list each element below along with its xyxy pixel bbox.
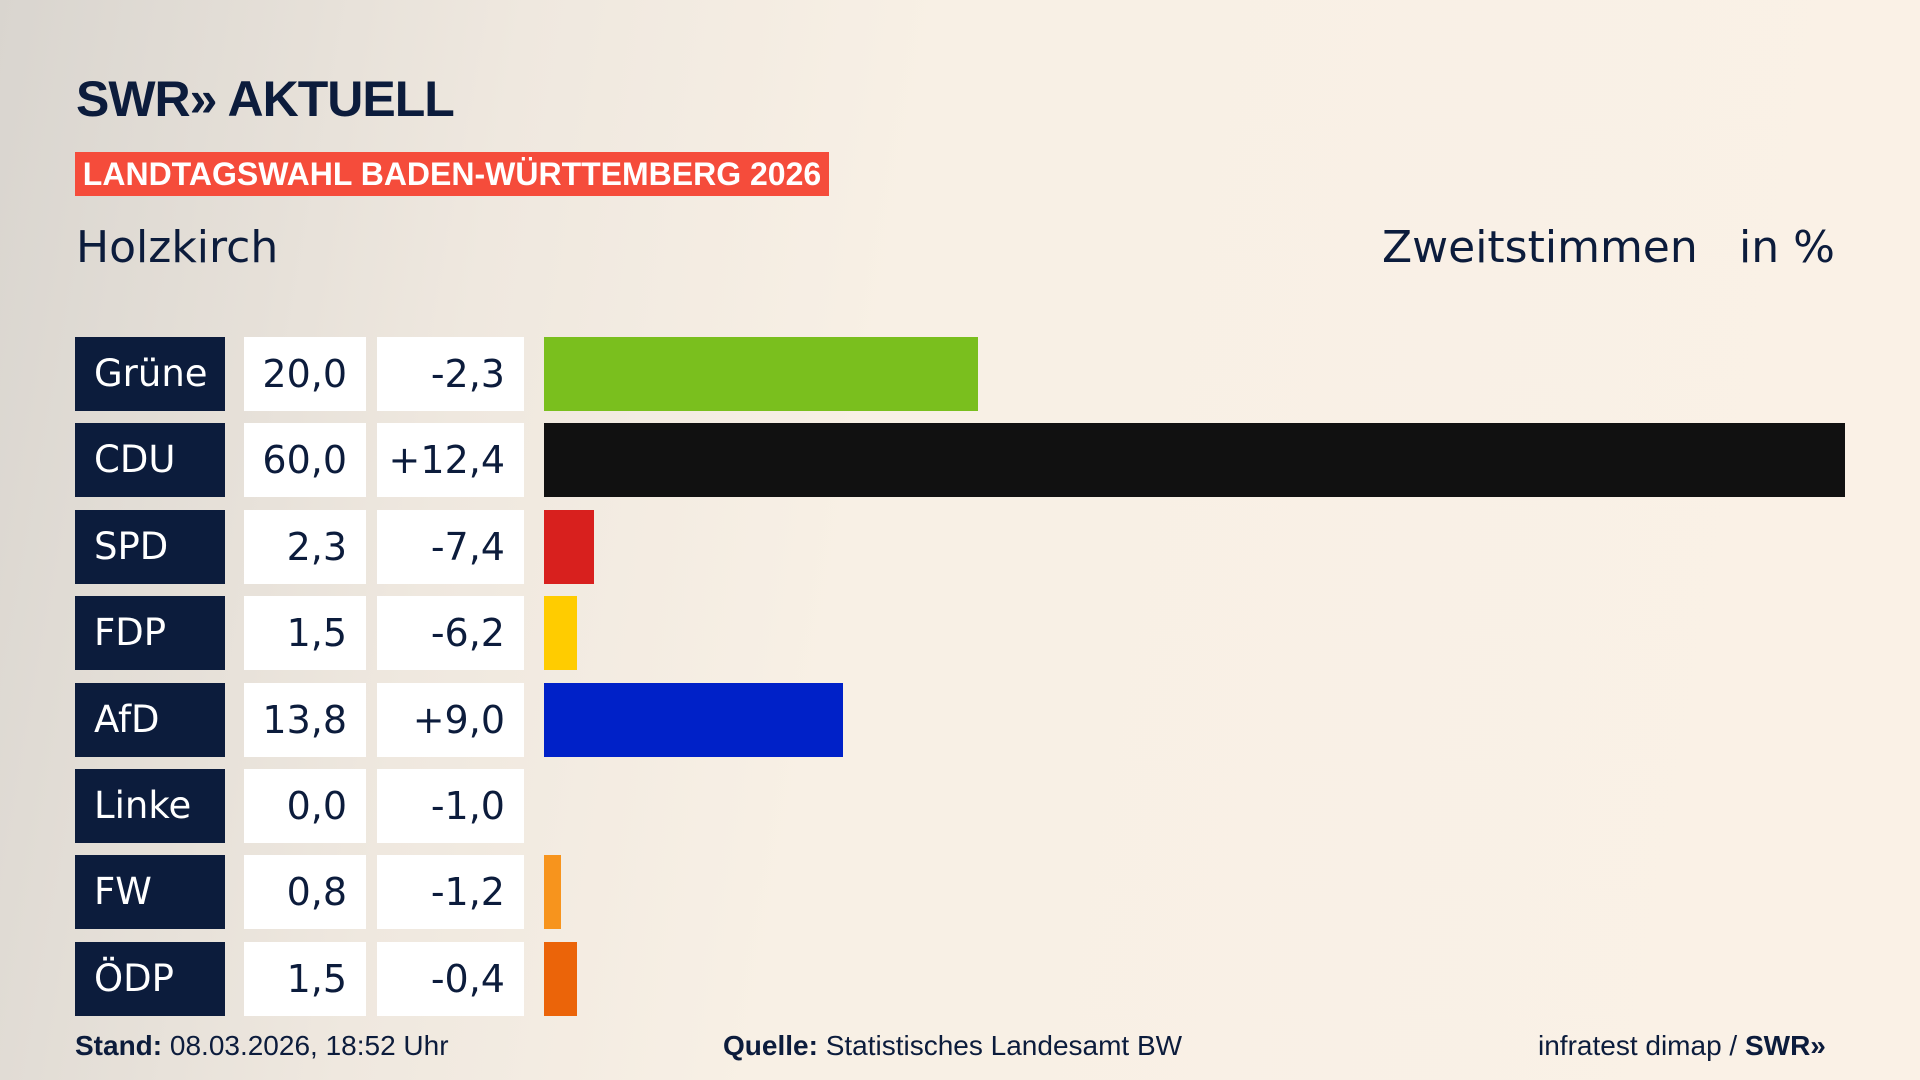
source-value: Statistisches Landesamt BW [825,1030,1183,1061]
vote-change: -1,0 [377,769,524,843]
unit-label: in % [1739,222,1835,273]
place-title: Holzkirch [76,222,279,273]
source: Quelle: Statistisches Landesamt BW [723,1030,1182,1062]
party-label: CDU [75,423,225,498]
vote-change: +9,0 [377,682,524,757]
source-label: Quelle: [723,1030,818,1061]
result-bar [544,509,594,584]
vote-change: -0,4 [377,941,524,1016]
credit-text: infratest dimap / [1538,1030,1745,1061]
vote-type-label: Zweitstimmen [1382,222,1698,273]
party-label: FDP [75,596,225,671]
result-bar [544,337,978,411]
swr-aktuell-logo: SWR» AKTUELL [76,71,455,127]
vote-share: 20,0 [244,337,366,411]
stand-value: 08.03.2026, 18:52 Uhr [169,1030,449,1061]
result-bar [544,682,844,757]
party-label: Grüne [75,337,225,411]
result-row: Linke 0,0 -1,0 [75,769,1855,843]
vote-share: 13,8 [244,682,366,757]
vote-share: 60,0 [244,423,366,498]
vote-change: +12,4 [377,423,524,498]
vote-share: 2,3 [244,509,366,584]
credit: infratest dimap / SWR» [1538,1030,1826,1062]
result-row: FDP 1,5 -6,2 [75,596,1855,671]
party-label: Linke [75,769,225,843]
party-label: AfD [75,682,225,757]
result-row: AfD 13,8 +9,0 [75,682,1855,757]
result-row: Grüne 20,0 -2,3 [75,337,1855,411]
vote-share: 1,5 [244,941,366,1016]
timestamp: Stand: 08.03.2026, 18:52 Uhr [75,1030,449,1062]
result-bar [544,855,562,930]
vote-share: 0,8 [244,855,366,930]
result-row: CDU 60,0 +12,4 [75,423,1855,498]
party-label: FW [75,855,225,930]
result-row: FW 0,8 -1,2 [75,855,1855,930]
party-label: ÖDP [75,941,225,1016]
result-bar [544,941,577,1016]
vote-change: -6,2 [377,596,524,671]
vote-share: 1,5 [244,596,366,671]
stand-label: Stand: [75,1030,163,1061]
result-bar [544,596,577,671]
vote-change: -7,4 [377,509,524,584]
election-banner: LANDTAGSWAHL BADEN-WÜRTTEMBERG 2026 [75,152,829,196]
result-row: SPD 2,3 -7,4 [75,509,1855,584]
result-row: ÖDP 1,5 -0,4 [75,941,1855,1016]
swr-small-logo: SWR» [1744,1030,1826,1061]
vote-change: -2,3 [377,337,524,411]
result-bar [544,423,1845,498]
vote-share: 0,0 [244,769,366,843]
vote-change: -1,2 [377,855,524,930]
party-label: SPD [75,509,225,584]
